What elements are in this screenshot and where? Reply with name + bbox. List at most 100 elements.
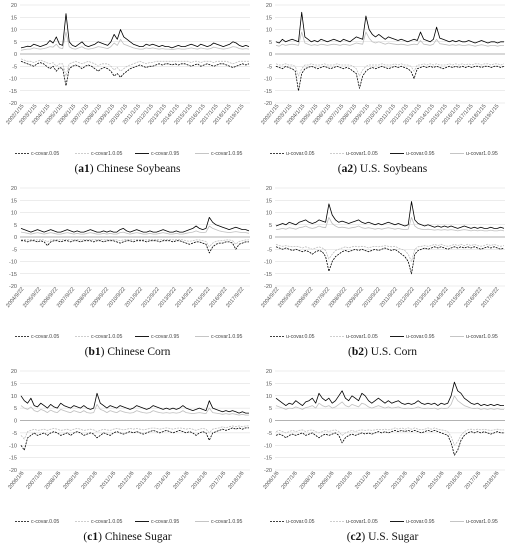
x-tick-label: 2009/1/6	[62, 470, 80, 490]
series-line-c-covar1.0.05	[20, 58, 249, 77]
legend-a2: u-covar.0.05 u-covar1.0.05 u-covar.0.95 u-c…	[270, 151, 498, 157]
series-line-u-covar.0.05	[275, 430, 504, 456]
y-tick-labels-b1: 20 15 10 5 0 -5 -10 -15 -20	[9, 186, 17, 290]
x-tick-labels-b1: 2004/9/222005/9/222006/9/222007/9/222008…	[5, 286, 245, 309]
x-tick-labels-c2: 2006/1/6 2007/1/6 2008/1/6 2009/1/6 2010/1/6…	[262, 470, 500, 490]
legend-label: u-covar1.0.05	[346, 519, 378, 525]
legend-label: u-covar.0.95	[406, 519, 435, 525]
y-tick-label: 10	[11, 394, 17, 400]
series-line-c-covar1.0.95	[20, 31, 250, 51]
series-line-u-covar1.0.05	[275, 63, 505, 77]
y-tick-label: 0	[269, 419, 272, 425]
y-tick-label: -20	[9, 101, 17, 107]
y-tick-label: 15	[266, 381, 272, 387]
y-tick-label: 5	[269, 223, 272, 229]
y-tick-label: -5	[12, 431, 17, 437]
legend-label: c-covar1.0.05	[91, 334, 123, 340]
y-tick-label: 15	[266, 15, 272, 21]
series-group-c1	[20, 392, 249, 451]
x-tick-label: 2017/1/6	[209, 470, 227, 490]
chart-b2: 20 15 10 5 0 -5 -10 -15 -202004/9/222005/9/22200…	[260, 186, 505, 340]
x-tick-label: 2008/1/6	[299, 470, 317, 490]
y-tick-label: -10	[9, 260, 17, 266]
series-line-c-covar.0.95	[20, 217, 250, 233]
legend-label: u-covar.0.95	[406, 151, 435, 157]
y-tick-label: 5	[269, 40, 272, 46]
x-tick-labels-a2: 2002/1/152003/1/152004/1/152005/1/152006…	[260, 103, 500, 126]
x-tick-label: 2015/1/6	[427, 470, 445, 490]
y-tick-label: 20	[266, 369, 272, 375]
y-tick-label: -20	[264, 468, 272, 474]
y-tick-labels-b2: 20 15 10 5 0 -5 -10 -15 -20	[264, 186, 272, 290]
x-tick-label: 2011/1/6	[99, 470, 117, 490]
y-tick-label: 20	[266, 186, 272, 192]
panel-a2: 20 15 10 5 0 -5 -10 -15 -20 2002/1/15 2003/1/15 200…	[255, 0, 510, 183]
y-tick-label: -15	[9, 456, 17, 462]
panel-a1: 20 15 10 5 0 -5 -10 -15 -20 2002/1/15 2003/1/15 200…	[0, 0, 255, 183]
y-tick-label: 10	[266, 394, 272, 400]
y-tick-label: 10	[266, 211, 272, 217]
x-tick-label: 2013/1/6	[390, 470, 408, 490]
legend-label: u-covar1.0.95	[466, 334, 498, 340]
series-line-c-covar1.0.95	[20, 404, 249, 416]
series-line-u-covar.0.05	[275, 65, 505, 92]
x-tick-label: 2007/1/6	[25, 470, 43, 490]
y-tick-label: -5	[12, 247, 17, 253]
series-line-c-covar.0.05	[21, 240, 249, 254]
y-tick-label: 5	[14, 223, 17, 229]
caption-b2: (b2) U.S. Corn	[347, 346, 418, 358]
x-tick-label: 2010/1/6	[335, 470, 353, 490]
y-tick-label: 10	[266, 28, 272, 34]
x-tick-label: 2018/1/6	[482, 470, 500, 490]
series-line-u-covar1.0.95	[275, 31, 504, 47]
y-tick-label: 0	[14, 52, 17, 58]
legend-c1: c-covar.0.05 c-covar1.0.05 c-covar.0.95 c-c…	[15, 519, 243, 525]
legend-label: c-covar1.0.95	[211, 151, 243, 157]
x-tick-labels-c1: 2006/1/6 2007/1/6 2008/1/6 2009/1/6 2010/1/6…	[7, 470, 245, 490]
panel-b2: 20 15 10 5 0 -5 -10 -15 -20 2004/9/22 2005/9/22 200…	[255, 183, 510, 366]
y-tick-label: -10	[9, 77, 17, 83]
series-line-c-covar.0.95	[20, 13, 250, 49]
panel-b1: 20 15 10 5 0 -5 -10 -15 -20 2004/9/22 2005/9/22 200…	[0, 183, 255, 366]
legend-label: u-covar1.0.95	[466, 151, 498, 157]
y-tick-label: 15	[11, 381, 17, 387]
legend-label: c-covar.0.05	[31, 334, 59, 340]
chart-a2: 20 15 10 5 0 -5 -10 -15 -202002/1/152003/1/15200…	[260, 3, 505, 157]
gridlines-a1	[20, 4, 250, 104]
legend-label: c-covar1.0.05	[91, 519, 123, 525]
caption-c2: (c2) U.S. Sugar	[346, 531, 419, 543]
y-tick-label: -5	[267, 247, 272, 253]
y-tick-label: 0	[269, 52, 272, 58]
y-tick-label: -20	[264, 284, 272, 290]
x-tick-label: 2014/1/6	[409, 470, 427, 490]
y-tick-label: -10	[264, 443, 272, 449]
y-tick-label: -10	[264, 77, 272, 83]
x-tick-label: 2017/9/22	[225, 286, 245, 309]
y-tick-label: 15	[11, 198, 17, 204]
y-tick-label: -20	[264, 101, 272, 107]
legend-label: c-covar1.0.05	[91, 151, 123, 157]
legend-label: u-covar1.0.05	[346, 151, 378, 157]
legend-label: c-covar.0.95	[151, 334, 179, 340]
y-tick-label: -10	[9, 443, 17, 449]
legend-label: u-covar.0.05	[286, 334, 315, 340]
y-tick-label: 20	[11, 186, 17, 192]
legend-b2: u-covar.0.05 u-covar1.0.05 u-covar.0.95 u-c…	[270, 334, 498, 340]
y-tick-label: 5	[269, 406, 272, 412]
series-group-b1	[20, 217, 250, 254]
series-line-c-covar1.0.95	[20, 225, 250, 235]
gridlines-b1	[20, 187, 250, 287]
legend-label: u-covar1.0.05	[346, 334, 378, 340]
y-tick-label: 20	[266, 3, 272, 9]
gridlines-b2	[275, 187, 505, 287]
series-line-c-covar.0.95	[20, 392, 249, 414]
x-tick-label: 2012/1/6	[117, 470, 135, 490]
y-tick-label: 10	[11, 28, 17, 34]
series-line-c-covar.0.05	[20, 427, 249, 451]
y-tick-label: -15	[9, 89, 17, 95]
series-line-u-covar1.0.05	[275, 427, 504, 446]
x-tick-label: 2008/1/6	[44, 470, 62, 490]
y-tick-label: -15	[264, 272, 272, 278]
y-tick-labels-a1: 20 15 10 5 0 -5 -10 -15 -20	[9, 3, 17, 107]
